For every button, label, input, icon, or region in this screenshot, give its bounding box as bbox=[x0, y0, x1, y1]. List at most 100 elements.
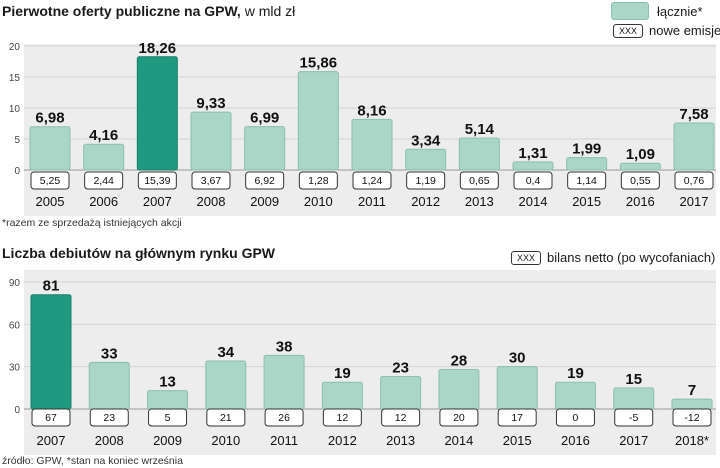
chart2-value-label: 19 bbox=[567, 365, 584, 382]
chart1-category-label: 2014 bbox=[519, 194, 548, 209]
chart2-bar bbox=[554, 381, 596, 410]
chart2-bar bbox=[30, 294, 72, 410]
chart1-box-label: 1,14 bbox=[576, 175, 597, 187]
chart1-box bbox=[352, 171, 392, 190]
chart2-ytick-label: 30 bbox=[9, 363, 21, 374]
chart1-bar bbox=[29, 126, 71, 171]
chart2-box-label: -5 bbox=[629, 412, 638, 424]
chart1-box bbox=[298, 171, 338, 190]
chart2-box-label: 17 bbox=[511, 412, 523, 424]
chart1-value-label: 6,98 bbox=[35, 110, 64, 127]
chart2-box bbox=[31, 408, 71, 427]
chart2-source: źródło: GPW, *stan na koniec września bbox=[2, 455, 183, 467]
chart1-category-label: 2017 bbox=[680, 194, 709, 209]
chart2-box-label: 12 bbox=[337, 412, 349, 424]
chart1-box-label: 6,92 bbox=[254, 175, 275, 187]
chart2-value-label: 33 bbox=[101, 345, 118, 362]
chart1-category-label: 2005 bbox=[36, 194, 65, 209]
chart1-value-label: 1,09 bbox=[626, 146, 655, 163]
chart2-category-label: 2009 bbox=[153, 433, 182, 448]
chart1-ytick-label: 0 bbox=[14, 166, 20, 177]
chart2-box bbox=[89, 408, 129, 427]
chart1-box-label: 0,65 bbox=[469, 175, 490, 187]
chart1-bar bbox=[136, 56, 178, 171]
chart1-bar bbox=[297, 71, 339, 171]
chart2-value-label: 81 bbox=[43, 278, 60, 295]
chart2-bar bbox=[380, 376, 422, 410]
chart1-value-label: 7,58 bbox=[679, 106, 708, 123]
legend-net-balance: XXX bilans netto (po wycofaniach) bbox=[511, 250, 715, 265]
chart1-box-label: 15,39 bbox=[144, 175, 170, 187]
chart2-box bbox=[672, 408, 712, 427]
legend-total-label: łącznie* bbox=[657, 3, 703, 19]
chart1-bar bbox=[673, 122, 715, 171]
chart2-box bbox=[497, 408, 537, 427]
chart2-bar bbox=[496, 366, 538, 410]
chart1-ytick-label: 10 bbox=[9, 104, 21, 115]
chart2-category-label: 2014 bbox=[444, 433, 473, 448]
legend-box-swatch: XXX bbox=[613, 23, 644, 38]
chart1-ytick-label: 5 bbox=[14, 135, 20, 146]
chart2-category-label: 2010 bbox=[211, 433, 240, 448]
chart2-box bbox=[381, 408, 421, 427]
chart1-bar bbox=[351, 118, 393, 171]
chart1-value-label: 6,99 bbox=[250, 110, 279, 127]
chart2-box-label: 0 bbox=[573, 412, 579, 424]
chart2-bar bbox=[263, 354, 305, 410]
chart2-bar bbox=[88, 361, 130, 410]
chart1-box-label: 0,76 bbox=[684, 175, 705, 187]
chart2-bar bbox=[438, 368, 480, 410]
chart1-bar bbox=[83, 143, 125, 171]
chart1-category-label: 2011 bbox=[358, 194, 386, 209]
chart1-box bbox=[620, 171, 660, 190]
legend-box-swatch-2: XXX bbox=[511, 250, 542, 265]
chart1-category-label: 2007 bbox=[143, 194, 172, 209]
chart1-value-label: 1,31 bbox=[518, 145, 547, 162]
chart2-value-label: 15 bbox=[625, 371, 642, 388]
chart1-box bbox=[84, 171, 124, 190]
chart2-category-label: 2013 bbox=[386, 433, 415, 448]
chart2-box-label: 23 bbox=[103, 412, 115, 424]
chart2-box-label: 21 bbox=[220, 412, 232, 424]
legend-new-issues: XXX nowe emisje bbox=[613, 23, 720, 38]
chart1-value-label: 3,34 bbox=[411, 132, 441, 149]
chart2-value-label: 7 bbox=[688, 382, 696, 399]
chart1-category-label: 2009 bbox=[250, 194, 279, 209]
chart1-category-label: 2012 bbox=[411, 194, 440, 209]
chart1-box-label: 0,4 bbox=[526, 175, 541, 187]
chart1-bar bbox=[566, 157, 608, 171]
chart1-value-label: 1,99 bbox=[572, 141, 601, 158]
chart2-ytick-label: 0 bbox=[14, 405, 20, 416]
chart2-value-label: 13 bbox=[159, 374, 176, 391]
chart1-box bbox=[459, 171, 499, 190]
chart2-box-label: 12 bbox=[395, 412, 407, 424]
chart1-value-label: 9,33 bbox=[196, 95, 225, 112]
chart1-value-label: 5,14 bbox=[465, 121, 495, 138]
chart2-value-label: 38 bbox=[276, 338, 293, 355]
chart2-box bbox=[614, 408, 654, 427]
chart2-category-label: 2011 bbox=[270, 433, 298, 448]
chart2-box-label: 20 bbox=[453, 412, 465, 424]
chart1-box bbox=[674, 171, 714, 190]
chart2-title: Liczba debiutów na głównym rynku GPW bbox=[2, 245, 276, 261]
chart1-box-label: 0,55 bbox=[630, 175, 651, 187]
chart1-value-label: 4,16 bbox=[89, 127, 118, 144]
chart2-box bbox=[206, 408, 246, 427]
chart2-category-label: 2012 bbox=[328, 433, 357, 448]
legend-net-balance-label: bilans netto (po wycofaniach) bbox=[547, 250, 716, 265]
chart2-box bbox=[322, 408, 362, 427]
chart1-category-label: 2008 bbox=[197, 194, 226, 209]
chart1-box-label: 3,67 bbox=[201, 175, 222, 187]
chart1-category-label: 2013 bbox=[465, 194, 494, 209]
chart2-value-label: 19 bbox=[334, 365, 351, 382]
chart1-bar bbox=[619, 162, 661, 171]
chart2-box-label: -12 bbox=[684, 412, 699, 424]
chart1-ytick-label: 20 bbox=[9, 42, 21, 53]
chart1-bar bbox=[244, 126, 286, 171]
chart2-ytick-label: 60 bbox=[9, 320, 21, 331]
chart1-box bbox=[567, 171, 607, 190]
chart1-value-label: 18,26 bbox=[139, 40, 177, 57]
chart1-box-label: 5,25 bbox=[40, 175, 61, 187]
chart2-category-label: 2007 bbox=[37, 433, 66, 448]
chart2-box bbox=[439, 408, 479, 427]
